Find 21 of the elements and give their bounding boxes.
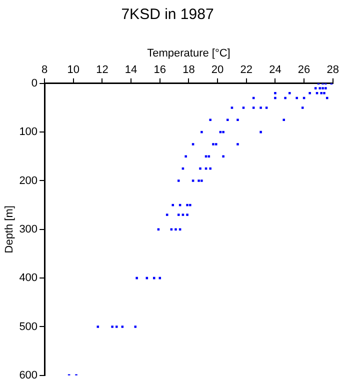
x-tick-label: 8 bbox=[41, 64, 48, 76]
y-tick-label: 400 bbox=[19, 272, 38, 284]
x-tick-label: 24 bbox=[269, 64, 282, 76]
x-tick-label: 26 bbox=[298, 64, 310, 76]
y-tick-label: 200 bbox=[19, 174, 38, 187]
y-tick-label: 300 bbox=[19, 223, 38, 236]
x-axis-title: Temperature [°C] bbox=[147, 48, 230, 60]
x-tick-label: 22 bbox=[240, 64, 253, 76]
x-tick-label: 14 bbox=[124, 64, 138, 76]
x-tick-label: 12 bbox=[96, 64, 108, 76]
y-tick-label: 600 bbox=[19, 369, 38, 382]
chart-title: 7KSD in 1987 bbox=[121, 6, 214, 24]
y-tick-label: 100 bbox=[19, 126, 38, 138]
y-tick-label: 0 bbox=[31, 77, 38, 90]
x-tick-label: 16 bbox=[154, 64, 166, 76]
x-tick-label: 28 bbox=[326, 64, 340, 76]
x-tick-label: 10 bbox=[67, 64, 80, 76]
y-axis-title: Depth [m] bbox=[4, 206, 16, 254]
x-tick-label: 18 bbox=[182, 64, 195, 76]
y-tick-label: 500 bbox=[19, 320, 38, 333]
x-tick-label: 20 bbox=[211, 64, 224, 76]
